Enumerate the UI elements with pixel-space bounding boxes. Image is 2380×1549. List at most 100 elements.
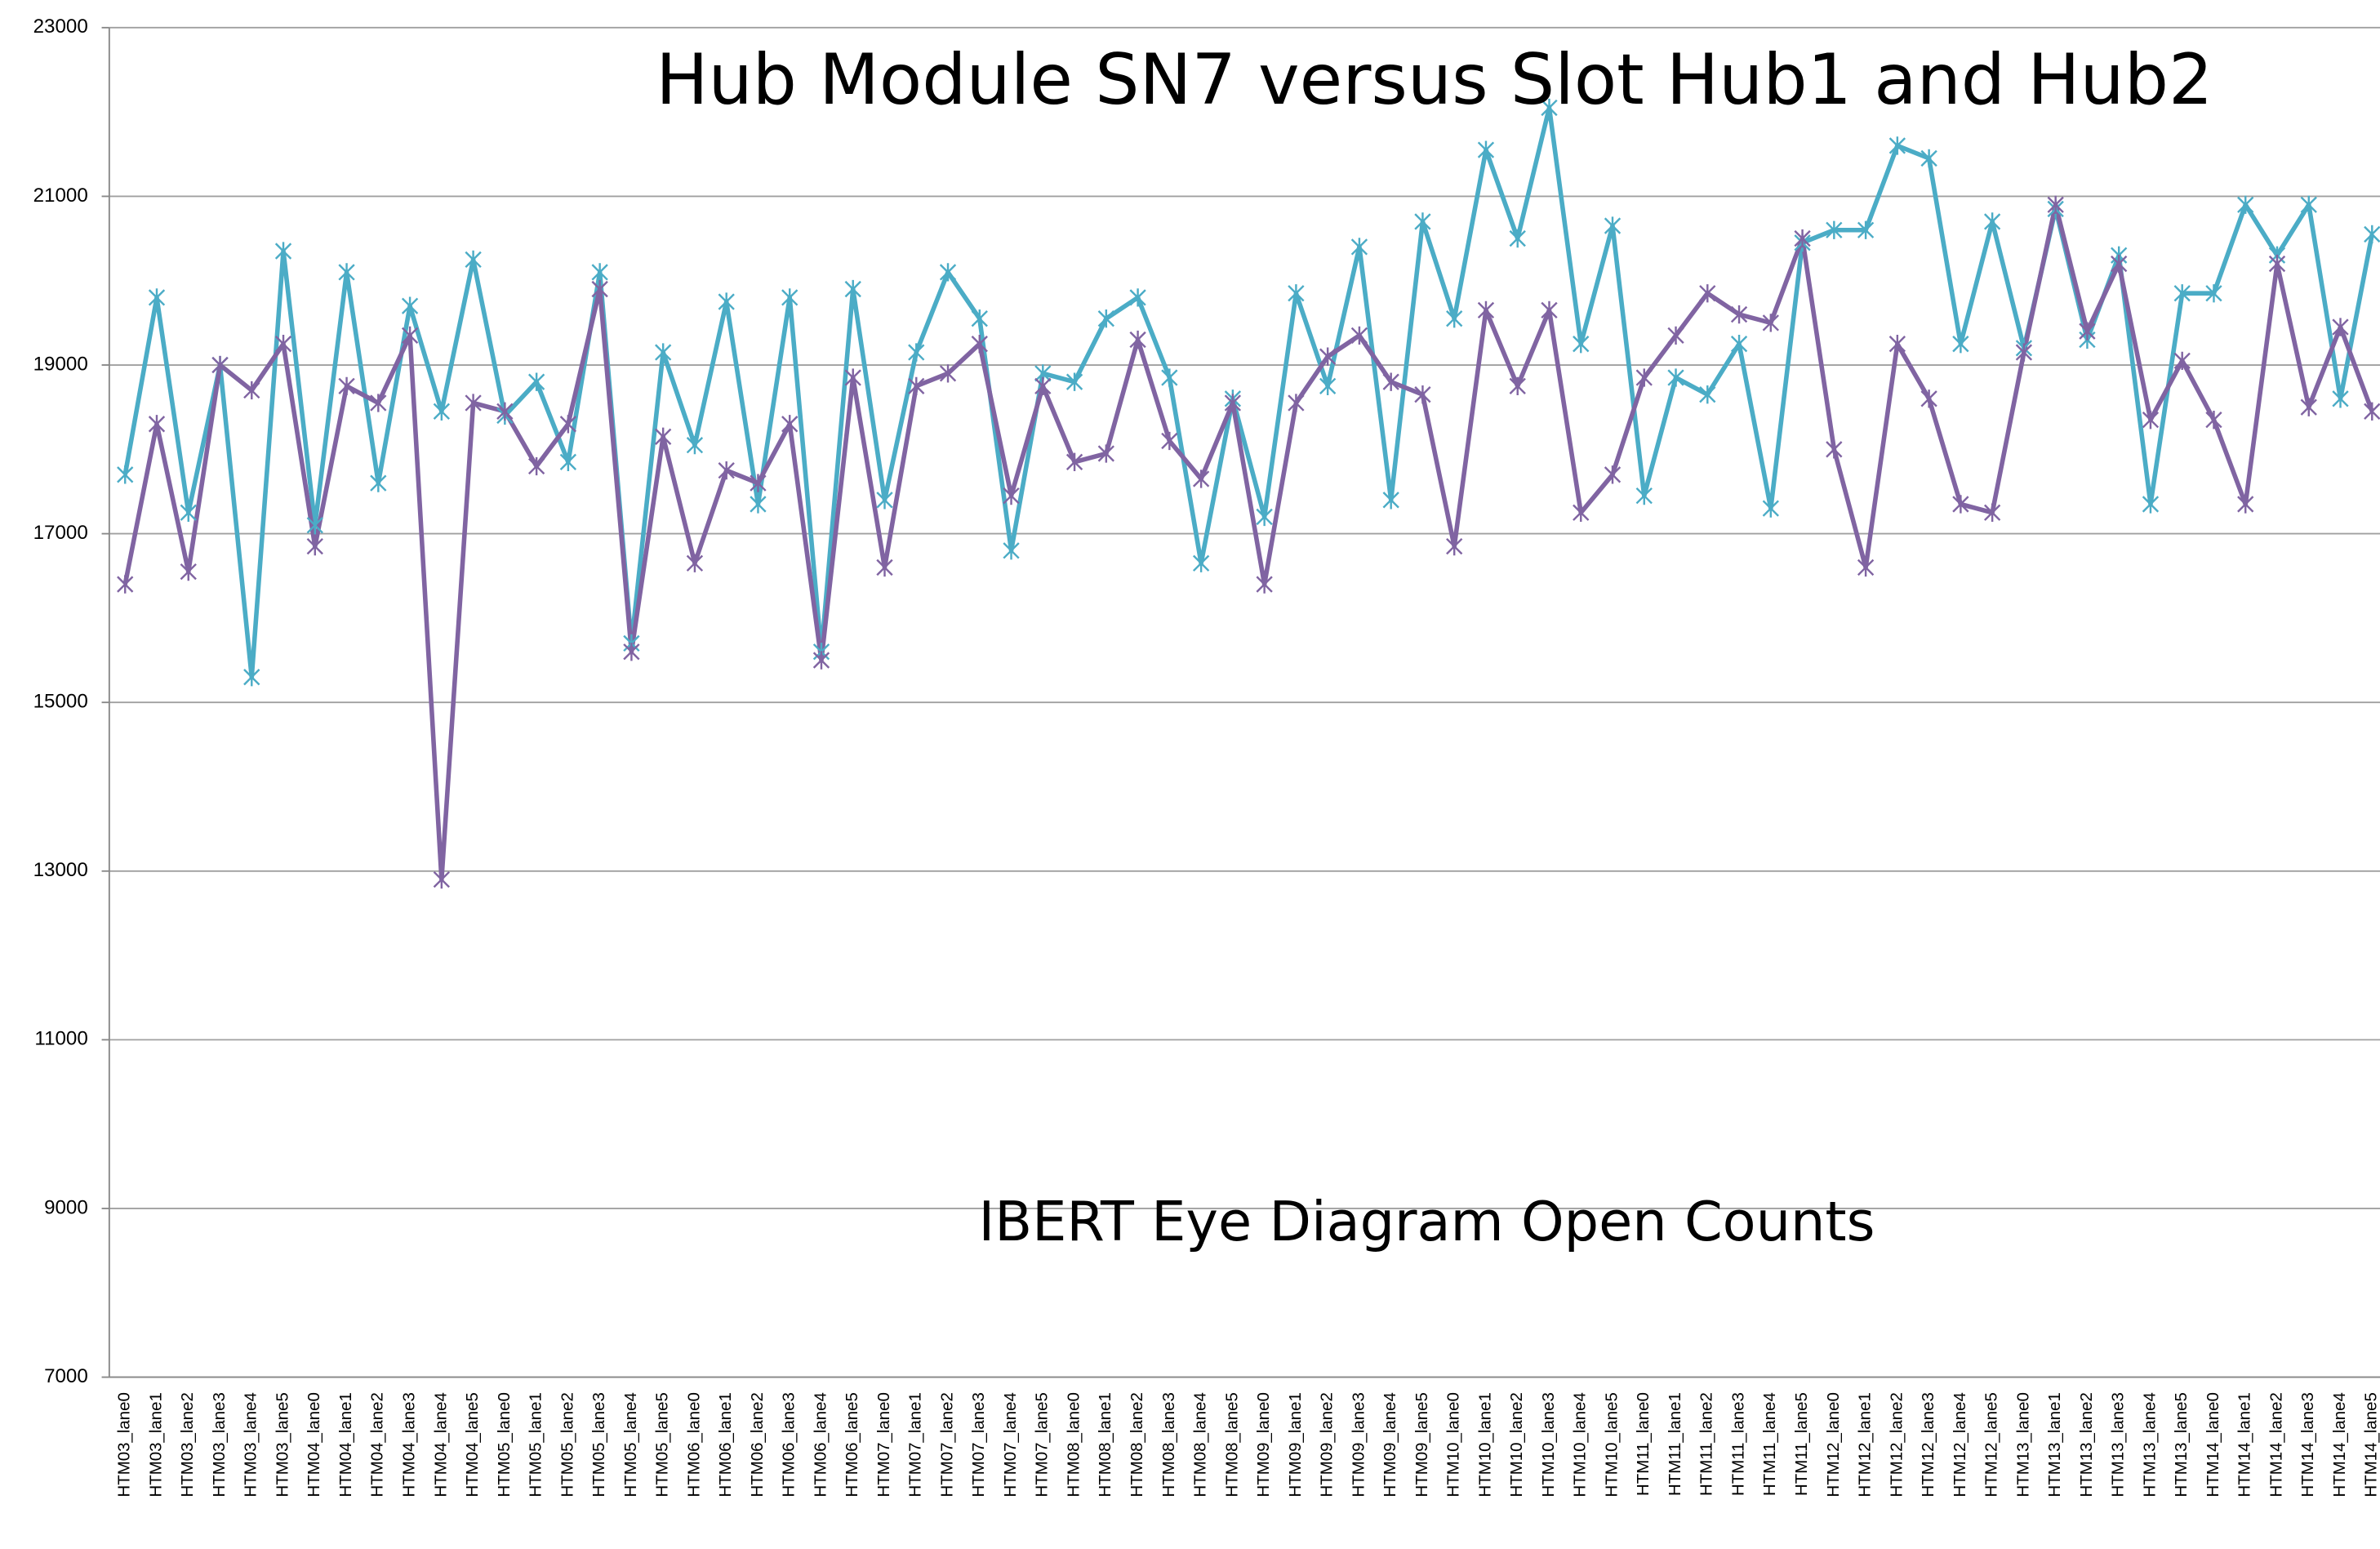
data-point	[655, 343, 672, 362]
data-point	[1635, 486, 1653, 505]
data-point	[1857, 220, 1875, 239]
grid	[109, 26, 2380, 1378]
x-tick-label: HTM03_lane2	[178, 1392, 197, 1497]
x-tick-label: HTM09_lane3	[1349, 1392, 1368, 1497]
data-point	[591, 279, 608, 299]
data-point	[1635, 368, 1653, 387]
data-point	[117, 465, 134, 484]
x-tick-label: HTM07_lane4	[1001, 1392, 1020, 1497]
data-point	[623, 643, 640, 661]
data-point	[1794, 229, 1811, 248]
data-point	[655, 427, 672, 446]
data-point	[1604, 216, 1622, 235]
data-point	[750, 474, 767, 492]
data-point	[2142, 411, 2160, 430]
x-tick-label: HTM10_lane1	[1475, 1392, 1494, 1497]
x-tick-label: HTM03_lane3	[210, 1392, 229, 1497]
data-point	[1573, 503, 1590, 522]
x-tick-label: HTM11_lane3	[1728, 1392, 1747, 1496]
data-point	[1446, 536, 1463, 556]
x-tick-label: HTM09_lane1	[1286, 1392, 1305, 1497]
data-point	[1888, 335, 1906, 354]
data-point	[781, 415, 799, 434]
data-point	[1509, 229, 1526, 248]
data-point	[876, 558, 893, 577]
x-tick-label: HTM06_lane1	[716, 1392, 735, 1497]
x-tick-label: HTM04_lane5	[463, 1392, 482, 1497]
x-tick-label: HTM05_lane2	[558, 1392, 576, 1497]
y-tick-label: 7000	[44, 1365, 88, 1387]
x-tick-label: HTM11_lane5	[1792, 1392, 1811, 1496]
x-tick-label: HTM13_lane5	[2172, 1392, 2191, 1497]
data-point	[1730, 305, 1748, 324]
data-point	[2364, 225, 2380, 244]
data-point	[1161, 368, 1178, 387]
data-point	[401, 296, 419, 315]
data-point	[2142, 495, 2160, 514]
data-point	[1573, 335, 1590, 354]
x-tick-label: HTM08_lane4	[1191, 1392, 1210, 1497]
data-point	[211, 355, 229, 375]
data-point	[117, 575, 134, 594]
data-point	[148, 288, 166, 307]
x-tick-label: HTM14_lane3	[2298, 1392, 2317, 1497]
data-point	[1699, 284, 1716, 303]
data-point	[1857, 558, 1875, 577]
data-point	[971, 335, 988, 354]
x-tick-label: HTM03_lane5	[273, 1392, 291, 1497]
data-point	[1350, 326, 1368, 345]
x-tick-label: HTM11_lane1	[1666, 1392, 1684, 1496]
data-point	[1129, 288, 1146, 307]
data-point	[180, 562, 197, 581]
data-point	[1288, 284, 1305, 303]
data-point	[1319, 347, 1337, 366]
data-point	[1730, 335, 1748, 354]
x-tick-label: HTM11_lane4	[1760, 1392, 1779, 1496]
data-point	[1983, 503, 2001, 522]
x-tick-label: HTM03_lane0	[115, 1392, 134, 1497]
data-point	[1414, 212, 1431, 231]
data-point	[559, 415, 577, 434]
x-tick-label: HTM09_lane0	[1254, 1392, 1273, 1497]
data-point	[686, 554, 704, 572]
data-point	[2300, 398, 2317, 416]
x-tick-label: HTM12_lane1	[1856, 1392, 1875, 1497]
x-tick-label: HTM03_lane1	[146, 1392, 165, 1497]
data-point	[971, 309, 988, 328]
y-tick-label: 17000	[33, 522, 88, 544]
x-tick-label: HTM07_lane2	[937, 1392, 956, 1497]
data-point	[1382, 372, 1399, 391]
data-point	[2173, 351, 2191, 371]
data-point	[2237, 195, 2254, 214]
data-point	[1477, 140, 1495, 159]
x-tick-label: HTM12_lane2	[1887, 1392, 1906, 1497]
data-point	[686, 435, 704, 455]
data-point	[306, 536, 323, 556]
data-point	[370, 394, 387, 412]
data-point	[1350, 238, 1368, 256]
data-point	[1952, 335, 1969, 354]
data-point	[1034, 376, 1052, 395]
data-point	[338, 263, 355, 282]
data-point	[1288, 394, 1305, 412]
x-tick-label: HTM05_lane0	[495, 1392, 514, 1497]
data-point	[433, 870, 450, 889]
data-point	[401, 326, 419, 345]
data-point	[1382, 491, 1399, 510]
x-tick-label: HTM04_lane2	[368, 1392, 387, 1497]
data-point	[1477, 300, 1495, 320]
x-tick-label: HTM06_lane0	[684, 1392, 703, 1497]
x-tick-label: HTM09_lane5	[1412, 1392, 1431, 1497]
x-tick-label: HTM09_lane2	[1318, 1392, 1337, 1497]
data-point	[2268, 254, 2286, 274]
data-point	[1256, 507, 1273, 527]
x-tick-label: HTM03_lane4	[242, 1392, 260, 1497]
data-point	[559, 452, 577, 471]
x-tick-label: HTM08_lane5	[1222, 1392, 1241, 1497]
data-point	[844, 279, 861, 299]
data-point	[1762, 499, 1779, 518]
x-tick-label: HTM06_lane3	[780, 1392, 799, 1497]
chart-title: Hub Module SN7 versus Slot Hub1 and Hub2	[656, 40, 2213, 121]
